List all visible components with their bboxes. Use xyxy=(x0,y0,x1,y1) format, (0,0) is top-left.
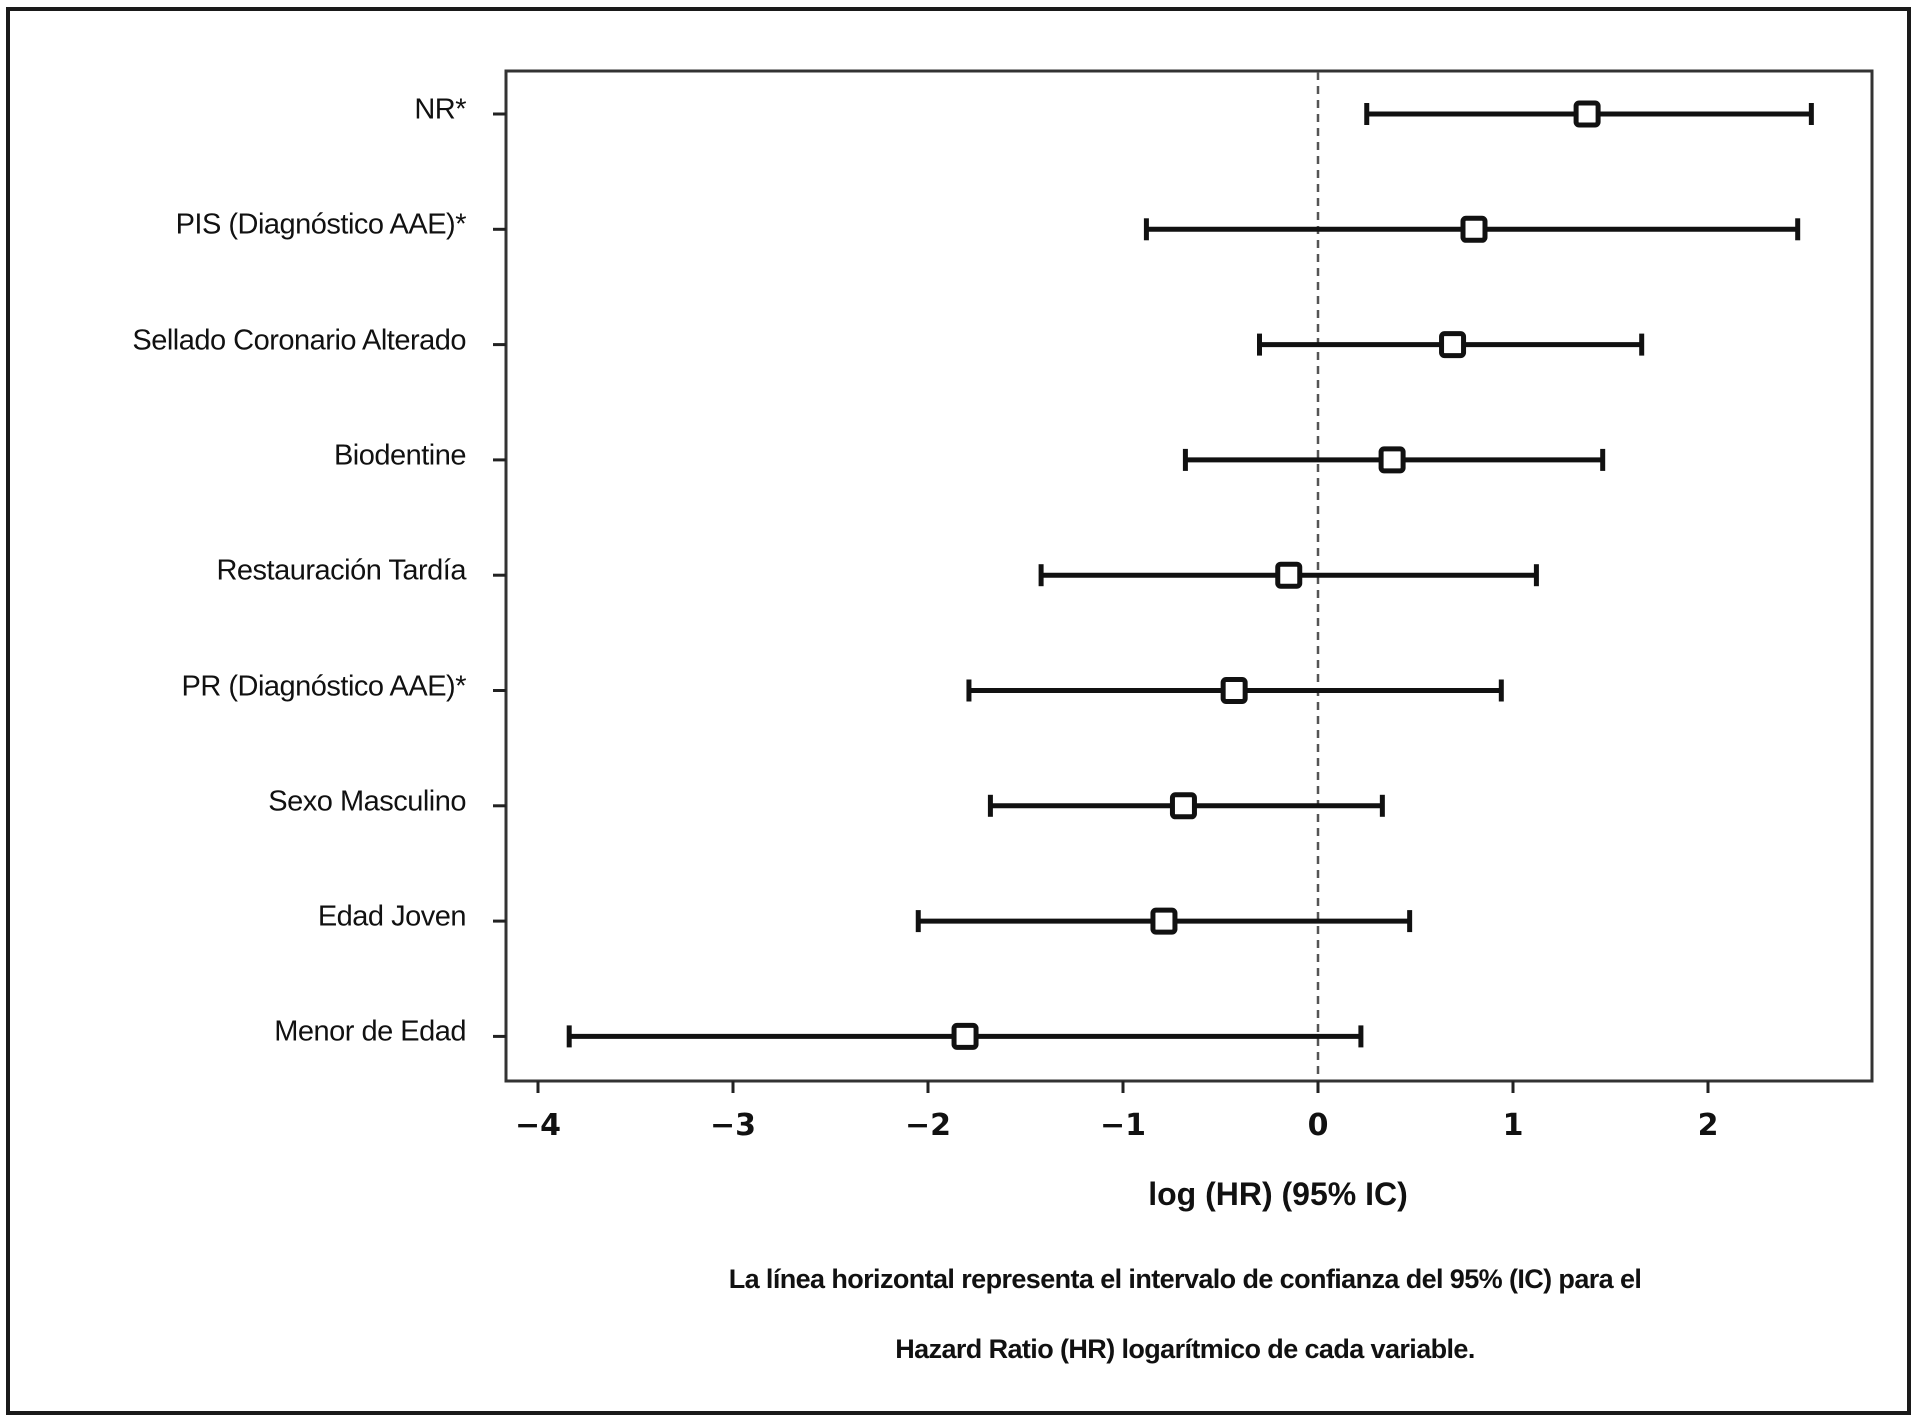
x-axis-label: log (HR) (95% IC) xyxy=(1148,1176,1408,1212)
ci-row xyxy=(1364,100,1814,128)
point-estimate-marker xyxy=(1220,677,1248,704)
x-tick-label: −2 xyxy=(904,1108,952,1143)
x-tick-label: 0 xyxy=(1307,1108,1329,1143)
ci-row xyxy=(966,677,1504,704)
x-tick-label: −1 xyxy=(1099,1108,1147,1143)
point-estimate-marker xyxy=(1439,331,1467,359)
point-estimate-marker xyxy=(1378,446,1406,474)
ci-row xyxy=(987,792,1385,820)
ci-row xyxy=(1143,215,1801,243)
y-category-label: Menor de Edad xyxy=(274,1015,466,1048)
figure-frame xyxy=(6,7,1911,1415)
ci-row xyxy=(1257,331,1645,359)
y-category-label: Sellado Coronario Alterado xyxy=(132,324,466,357)
x-tick-label: −3 xyxy=(709,1108,757,1143)
y-category-label: Biodentine xyxy=(333,439,467,472)
y-category-label: Sexo Masculino xyxy=(268,785,466,818)
ci-row xyxy=(1182,446,1606,474)
y-axis-ticks xyxy=(493,112,506,1038)
point-estimate-marker xyxy=(1169,792,1197,820)
y-category-label: Restauración Tardía xyxy=(216,554,466,587)
y-category-label: NR* xyxy=(414,93,466,126)
x-axis-ticks xyxy=(536,1081,1710,1093)
ci-row xyxy=(915,907,1413,935)
x-tick-label: 2 xyxy=(1697,1108,1719,1143)
point-estimate-marker xyxy=(1460,215,1488,243)
y-category-label: PR (Diagnóstico AAE)* xyxy=(181,670,467,702)
y-category-label: PIS (Diagnóstico AAE)* xyxy=(175,208,467,241)
point-estimate-marker xyxy=(1275,561,1303,589)
ci-row xyxy=(566,1022,1364,1050)
y-category-label: Edad Joven xyxy=(317,900,467,933)
point-estimate-marker xyxy=(1150,907,1178,935)
point-estimate-marker xyxy=(1573,100,1601,128)
x-tick-label: 1 xyxy=(1502,1108,1524,1143)
caption-line-2: Hazard Ratio (HR) logarítmico de cada va… xyxy=(895,1334,1475,1364)
caption-line-1: La línea horizontal representa el interv… xyxy=(728,1264,1642,1294)
point-estimate-marker xyxy=(951,1022,979,1050)
ci-row xyxy=(1038,561,1539,589)
ci-rows xyxy=(566,100,1814,1050)
x-tick-label: −4 xyxy=(514,1108,562,1143)
